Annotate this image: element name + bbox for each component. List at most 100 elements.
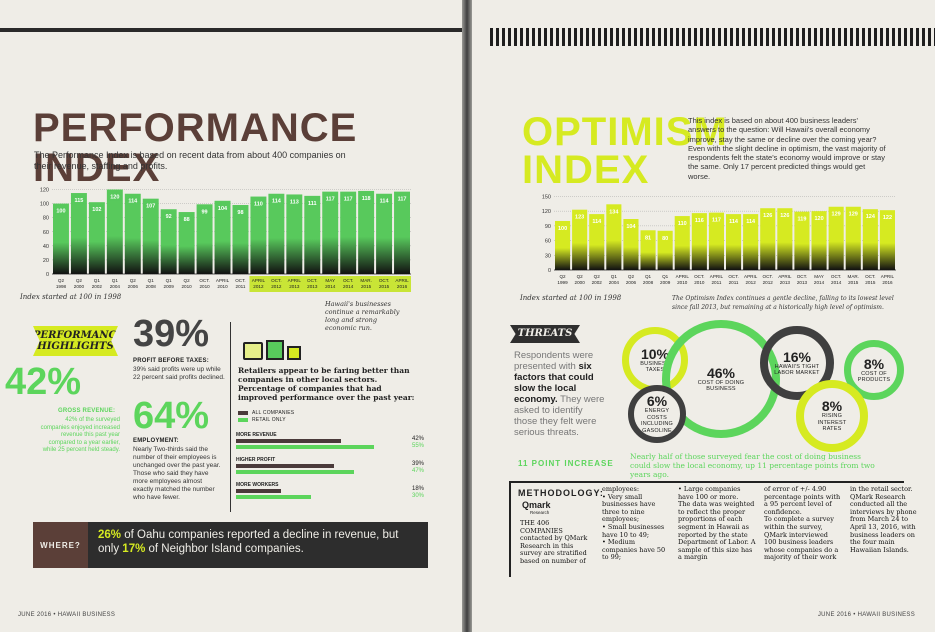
bar-18 <box>376 193 393 274</box>
bar-17 <box>358 190 375 274</box>
bar-value-bg <box>692 215 706 225</box>
x-tick-label: 2004 <box>609 280 620 285</box>
where-text-middle: of Oahu companies reported a decline in … <box>98 529 399 555</box>
employment-value: 64% <box>133 395 210 437</box>
bar-value-bg <box>215 202 230 212</box>
y-tick-label: 90 <box>545 224 551 230</box>
bar-13 <box>286 194 303 274</box>
y-tick-label: 0 <box>548 268 551 274</box>
bar-value-bg <box>71 195 86 205</box>
x-tick-label: 2013 <box>307 284 318 289</box>
retail-row-label: HIGHER PROFIT <box>236 457 276 463</box>
all-companies-value: 39% <box>411 461 424 467</box>
gross-revenue-label: GROSS REVENUE: <box>58 408 116 414</box>
y-tick-label: 120 <box>40 188 49 194</box>
bar-16 <box>828 206 844 270</box>
bar-3 <box>106 189 123 274</box>
bar-1 <box>70 193 87 274</box>
bar-value-label: 134 <box>609 209 619 215</box>
bar-value-bg <box>727 216 741 226</box>
performance-end-note: Hawaii's businesses continue a remarkabl… <box>325 300 400 332</box>
bar-value-label: 129 <box>849 212 858 218</box>
bar-value-bg <box>658 232 672 242</box>
bar-value-label: 114 <box>380 199 390 205</box>
bar-16 <box>340 191 357 274</box>
optimism-bar-chart: 0306090120150100Q21999123Q22000114Q22002… <box>542 194 896 285</box>
neighbor-decline-value: 17% <box>122 543 146 555</box>
bar-value-bg <box>197 206 212 216</box>
x-tick-label: 2004 <box>110 284 121 289</box>
profit-label: PROFIT BEFORE TAXES: <box>133 358 209 364</box>
x-tick-label: OCT. <box>865 274 875 279</box>
x-tick-label: Q2 <box>58 278 65 283</box>
x-tick-label: Q2 <box>628 274 635 279</box>
bar-value-label: 119 <box>798 217 807 223</box>
x-tick-label: Q1 <box>94 278 101 283</box>
business-taxes-value: 10% <box>640 345 670 362</box>
bar-1 <box>572 209 588 270</box>
energy-costs-value: 6% <box>646 393 668 409</box>
x-tick-label: 2015 <box>361 284 372 289</box>
y-tick-label: 80 <box>43 216 49 222</box>
all-companies-value: 18% <box>411 486 424 492</box>
x-tick-label: OCT. <box>728 274 738 279</box>
interest-rates-circle: 8% RISING INTEREST RATES <box>796 380 868 452</box>
interest-rates-caption: RISING INTEREST RATES <box>817 413 847 433</box>
y-tick-label: 40 <box>43 244 49 250</box>
gross-revenue-text: 42% of the surveyed companies enjoyed in… <box>40 417 120 453</box>
bar-value-bg <box>880 212 894 222</box>
bar-value-bg <box>161 211 176 221</box>
bar-14 <box>304 195 321 274</box>
bar-value-bg <box>125 195 140 205</box>
magazine-gutter <box>462 0 472 632</box>
x-tick-label: 1999 <box>557 280 568 285</box>
where-banner <box>33 522 428 568</box>
x-tick-label: OCT. <box>694 274 704 279</box>
bar-9 <box>214 200 231 274</box>
bar-value-label: 123 <box>575 215 584 221</box>
bar-value-bg <box>778 210 792 220</box>
bar-13 <box>777 208 793 270</box>
bar-12 <box>760 208 776 270</box>
x-tick-label: 2016 <box>397 284 408 289</box>
x-tick-label: APRIL <box>216 278 230 283</box>
bar-value-bg <box>607 206 621 216</box>
profit-value: 39% <box>133 313 210 355</box>
bar-12 <box>268 193 285 274</box>
highlight-band <box>249 276 411 292</box>
oahu-decline-value: 26% <box>98 529 122 541</box>
left-header-rule <box>0 28 462 32</box>
all-companies-bar <box>236 464 334 468</box>
x-tick-label: 2012 <box>271 284 282 289</box>
section-divider <box>230 322 231 512</box>
bar-value-bg <box>624 221 638 231</box>
x-tick-label: 2000 <box>575 280 586 285</box>
bar-value-label: 98 <box>237 210 243 216</box>
x-tick-label: OCT. <box>797 274 807 279</box>
bar-value-label: 92 <box>166 214 172 220</box>
qmark-logo-name: Qmark <box>522 500 551 510</box>
bar-0 <box>53 203 69 274</box>
bar-11 <box>743 214 759 270</box>
x-tick-label: APRIL <box>395 278 409 283</box>
bar-value-label: 100 <box>56 209 65 215</box>
x-tick-label: MAR. <box>360 278 371 283</box>
performance-intro: The Performance Index is based on recent… <box>34 150 346 171</box>
x-tick-label: Q1 <box>611 274 618 279</box>
right-page: OPTIMISM INDEX This index is based on ab… <box>472 0 935 632</box>
bar-value-label: 100 <box>558 226 567 232</box>
retail-comparison-chart: MORE REVENUE 42% 55% HIGHER PROFIT 39% 47% MOR… <box>236 430 426 505</box>
bar-value-label: 124 <box>866 214 876 220</box>
x-tick-label: Q2 <box>76 278 83 283</box>
retail-row: MORE WORKERS 18% 30% <box>236 480 426 504</box>
performance-highlights-label: PERFORMANCE HIGHLIGHTS <box>33 330 125 352</box>
all-companies-bar <box>236 489 281 493</box>
y-tick-label: 30 <box>545 253 551 259</box>
bar-value-label: 113 <box>290 199 299 205</box>
x-tick-label: 2013 <box>797 280 808 285</box>
bar-value-label: 102 <box>92 207 101 213</box>
bar-value-bg <box>573 211 587 221</box>
bar-8 <box>196 204 213 274</box>
x-tick-label: 2012 <box>763 280 774 285</box>
bar-value-label: 126 <box>763 213 772 219</box>
